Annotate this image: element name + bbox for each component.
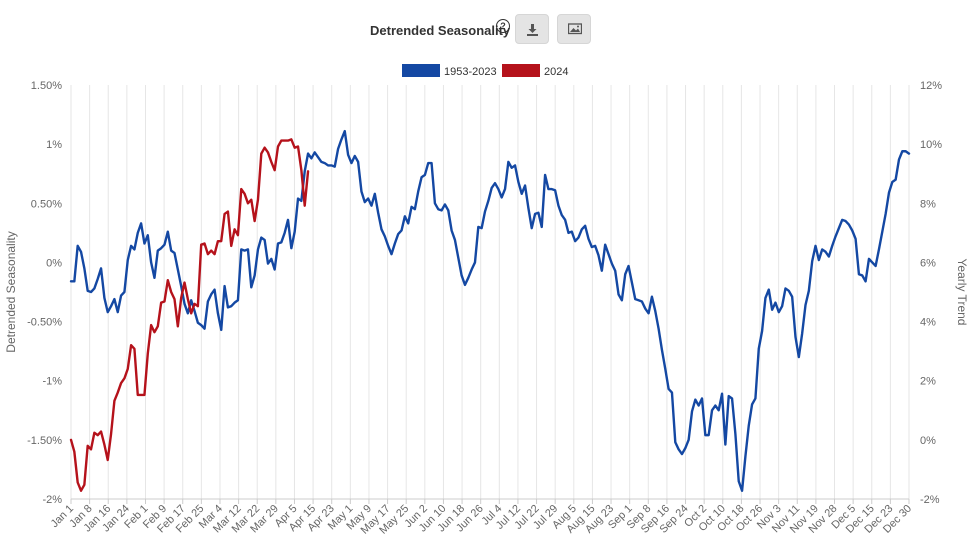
y-tick-label: 0.50% <box>31 198 62 210</box>
y2-tick-label: 6% <box>920 257 936 269</box>
export-image-button[interactable] <box>557 14 591 44</box>
y-tick-label: -2% <box>42 494 62 506</box>
y-tick-label: 0% <box>46 257 62 269</box>
y2-tick-label: 4% <box>920 317 936 329</box>
y-tick-label: 1% <box>46 139 62 151</box>
download-button[interactable] <box>515 14 549 44</box>
y-tick-label: -0.50% <box>27 317 62 329</box>
y2-axis-title: Yearly Trend <box>955 259 969 326</box>
y2-tick-label: -2% <box>920 494 940 506</box>
image-icon <box>568 23 582 35</box>
legend-swatch <box>402 64 440 77</box>
help-icon[interactable]: ? <box>496 19 510 33</box>
legend-label: 2024 <box>544 66 568 78</box>
series-line-historical <box>69 129 911 492</box>
y2-tick-label: 12% <box>920 80 942 92</box>
y-axis-title: Detrended Seasonality <box>4 231 18 352</box>
y2-tick-label: 0% <box>920 435 936 447</box>
y2-tick-label: 2% <box>920 376 936 388</box>
chart-header: Detrended Seasonality ? <box>0 14 975 48</box>
y2-tick-label: 10% <box>920 139 942 151</box>
y-tick-label: 1.50% <box>31 80 62 92</box>
series-line-current <box>69 138 310 492</box>
chart-title: Detrended Seasonality <box>370 23 511 38</box>
download-icon <box>527 24 538 36</box>
y-tick-label: -1.50% <box>27 435 62 447</box>
y2-tick-label: 8% <box>920 198 936 210</box>
y-tick-label: -1% <box>42 376 62 388</box>
legend-swatch <box>502 64 540 77</box>
legend-label: 1953-2023 <box>444 66 497 78</box>
